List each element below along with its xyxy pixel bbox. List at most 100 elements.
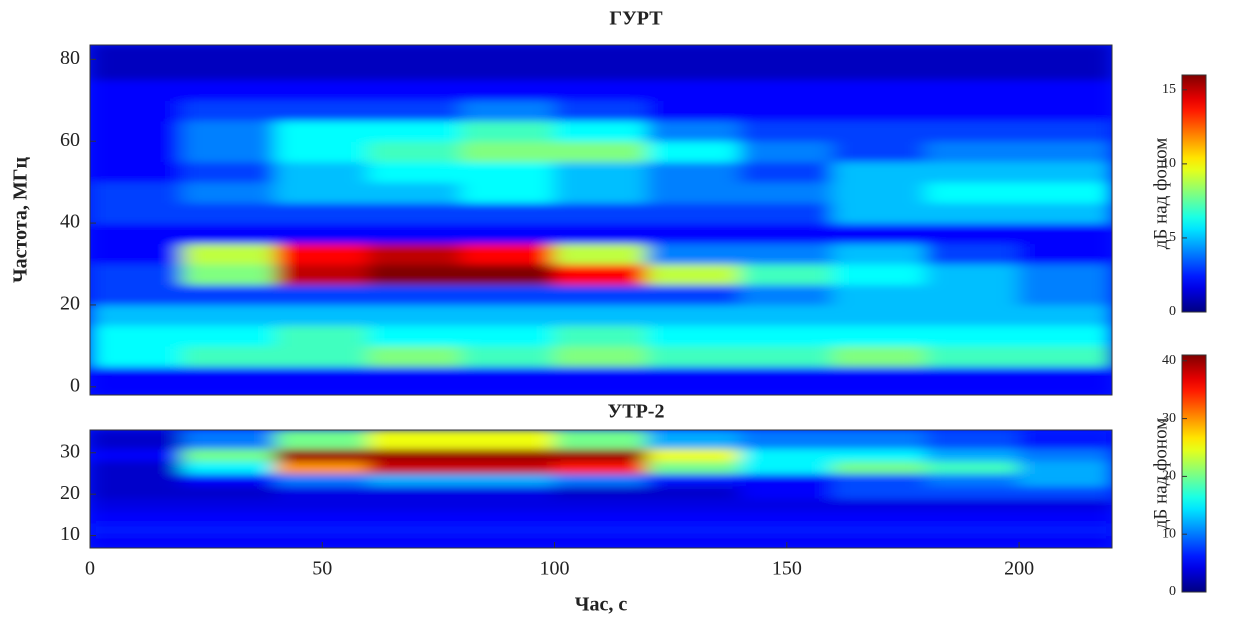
panel-title: ГУРТ [609,8,663,30]
heatmap-cell [925,304,1021,326]
heatmap-cell [181,99,277,122]
heatmap-cell [739,365,835,395]
heatmap-cell [460,485,556,499]
heatmap-cell [739,58,835,81]
heatmap-cell [274,345,370,367]
heatmap-cell [553,472,649,487]
heatmap-cell [274,448,370,462]
heatmap-cell [181,365,277,395]
heatmap-cell [367,472,463,487]
heatmap-cell [1018,497,1112,512]
heatmap-cell [646,485,742,499]
x-tick-label: 100 [540,558,570,580]
heatmap-cell [367,304,463,326]
heatmap [90,45,1112,395]
heatmap-cell [460,140,556,163]
heatmap-cell [925,283,1021,306]
heatmap-cell [925,345,1021,367]
heatmap-cell [1018,58,1112,81]
heatmap-cell [739,430,835,450]
heatmap-cell [90,283,184,306]
heatmap-cell [832,430,928,450]
heatmap-cell [553,79,649,101]
heatmap-cell [646,140,742,163]
y-tick-label: 40 [60,211,80,233]
heatmap-cell [739,324,835,347]
heatmap-cell [832,283,928,306]
heatmap-cell [646,535,742,548]
colorbar-tick-label: 15 [1162,82,1176,97]
heatmap-cell [181,535,277,548]
heatmap-cell [181,485,277,499]
heatmap-cell [274,472,370,487]
heatmap-cell [646,324,742,347]
heatmap-cell [832,58,928,81]
heatmap-cell [739,304,835,326]
y-tick-label: 20 [60,482,80,504]
heatmap-cell [460,79,556,101]
heatmap-cell [739,485,835,499]
x-tick-label: 0 [85,558,95,580]
heatmap-cell [367,430,463,450]
heatmap-cell [646,460,742,474]
heatmap-cell [274,120,370,142]
heatmap-cell [367,365,463,395]
colorbar-tick-label: 40 [1162,353,1176,368]
heatmap-cell [925,460,1021,474]
heatmap-cell [646,430,742,450]
heatmap-cell [1018,140,1112,163]
heatmap-cell [274,202,370,224]
heatmap-cell [367,535,463,548]
heatmap-cell [925,161,1021,183]
y-tick-label: 80 [60,47,80,69]
heatmap-cell [1018,181,1112,204]
heatmap-cell [181,45,277,60]
heatmap-cell [181,120,277,142]
heatmap-cell [646,161,742,183]
heatmap-cell [90,324,184,347]
heatmap-cell [274,460,370,474]
colorbar-label: дБ над фоном [1150,138,1171,250]
heatmap-cell [739,140,835,163]
heatmap-cell [553,58,649,81]
heatmap-cell [646,243,742,265]
heatmap-cell [1018,45,1112,60]
colorbar-tick-label: 5 [1169,230,1176,245]
heatmap-cell [832,522,928,537]
heatmap-cell [367,222,463,245]
heatmap-cell [367,460,463,474]
heatmap-cell [460,497,556,512]
heatmap-cell [553,181,649,204]
heatmap-cell [832,99,928,122]
heatmap-cell [553,140,649,163]
heatmap-cell [1018,365,1112,395]
heatmap-cell [925,448,1021,462]
heatmap-cell [90,140,184,163]
heatmap-cell [274,497,370,512]
heatmap [90,430,1112,548]
heatmap-cell [460,472,556,487]
heatmap-cell [739,283,835,306]
heatmap-cell [90,460,184,474]
heatmap-cell [460,345,556,367]
heatmap-cell [925,140,1021,163]
heatmap-cell [925,510,1021,524]
heatmap-cell [460,222,556,245]
heatmap-cell [832,497,928,512]
heatmap-cell [460,181,556,204]
heatmap-cell [925,324,1021,347]
heatmap-cell [367,140,463,163]
heatmap-cell [274,535,370,548]
colorbar-tick-label: 0 [1169,584,1176,599]
heatmap-cell [739,497,835,512]
heatmap-cell [460,304,556,326]
heatmap-cell [739,120,835,142]
heatmap-cell [90,448,184,462]
heatmap-cell [553,243,649,265]
heatmap-cell [553,99,649,122]
heatmap-cell [925,430,1021,450]
heatmap-cell [925,181,1021,204]
heatmap-cell [274,263,370,285]
heatmap-cell [367,283,463,306]
